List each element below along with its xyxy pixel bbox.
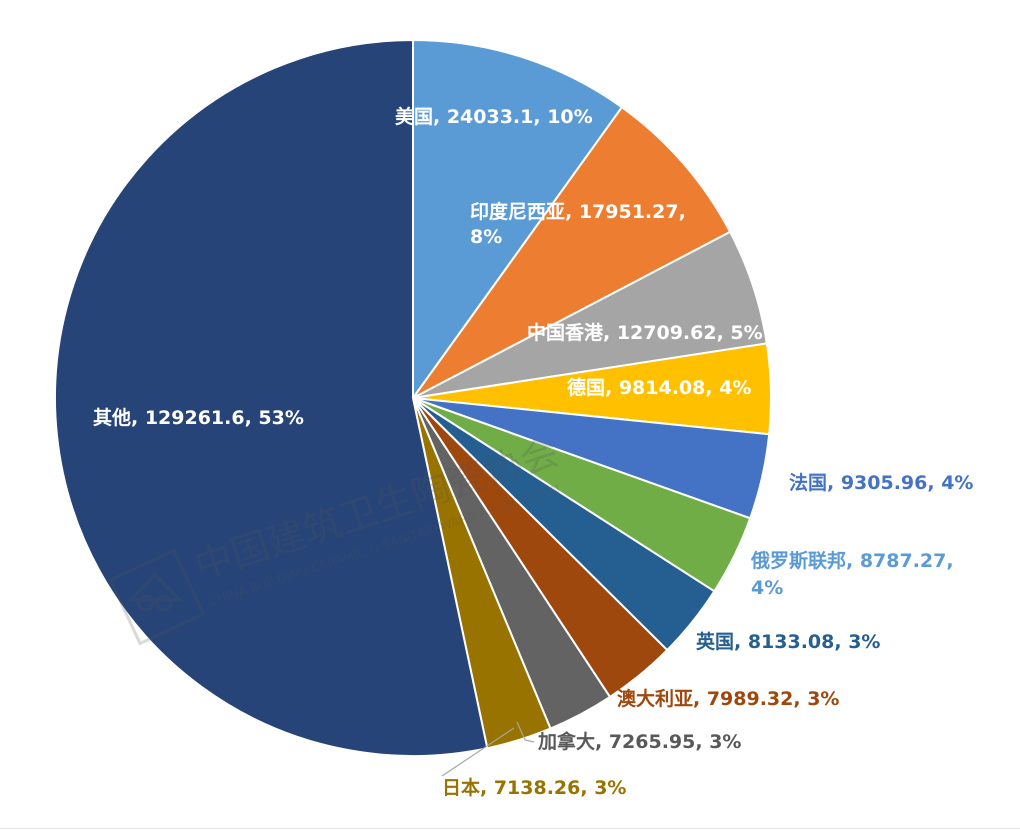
data-label-2: 印度尼西亚, 17951.27,	[470, 200, 686, 223]
data-label-11: 其他, 129261.6, 53%	[93, 406, 304, 429]
data-label-7: 英国, 8133.08, 3%	[696, 630, 880, 653]
data-label-8: 澳大利亚, 7989.32, 3%	[617, 687, 839, 710]
bottom-divider	[0, 828, 1020, 829]
pie-slice-11	[54, 38, 489, 757]
data-label-4: 德国, 9814.08, 4%	[567, 376, 751, 399]
data-label-2-line2: 8%	[470, 226, 502, 248]
leader-line-9	[516, 721, 535, 743]
data-label-6-line2: 4%	[751, 577, 783, 599]
data-label-5: 法国, 9305.96, 4%	[789, 471, 973, 494]
data-label-9: 加拿大, 7265.95, 3%	[537, 730, 741, 753]
leader-line-10	[441, 727, 515, 777]
pie-slice-2	[412, 105, 732, 399]
association-logo-icon	[108, 548, 206, 646]
data-label-6: 俄罗斯联邦, 8787.27,	[750, 549, 954, 572]
data-label-3: 中国香港, 12709.62, 5%	[527, 321, 763, 344]
pie-slice-1	[412, 38, 624, 402]
data-label-10: 日本, 7138.26, 3%	[442, 776, 626, 799]
data-label-1: 美国, 24033.1, 10%	[395, 105, 593, 128]
